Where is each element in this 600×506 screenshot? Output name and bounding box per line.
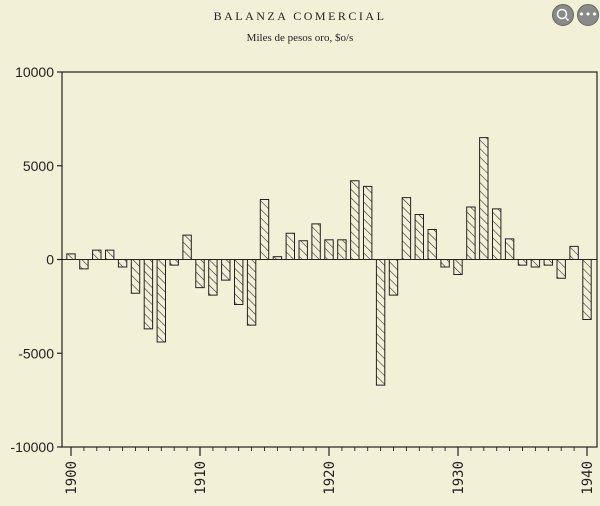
bar bbox=[388, 259, 399, 296]
x-tick-label: 1940 bbox=[580, 461, 596, 495]
bar bbox=[324, 239, 334, 260]
y-tick-label: -10000 bbox=[10, 439, 54, 455]
y-tick-label: 0 bbox=[46, 252, 54, 268]
x-tick-label: 1910 bbox=[193, 461, 209, 495]
bar bbox=[117, 259, 128, 268]
bar bbox=[105, 249, 115, 260]
bar bbox=[375, 259, 386, 386]
chart-subtitle: Miles de pesos oro, $o/s bbox=[246, 32, 354, 44]
bar bbox=[363, 185, 373, 260]
bar bbox=[543, 259, 553, 266]
bars bbox=[66, 137, 592, 386]
tick-labels: 10000 5000 0 -5000 -10000 1900 1910 1920 1930 194… bbox=[10, 64, 596, 495]
bar bbox=[517, 259, 528, 266]
bar bbox=[298, 240, 308, 260]
x-tick-label: 1900 bbox=[64, 461, 80, 495]
bar bbox=[401, 197, 412, 260]
magnifier-icon-graphic bbox=[556, 8, 570, 22]
bar bbox=[582, 259, 592, 320]
bar bbox=[414, 214, 425, 260]
bar bbox=[169, 259, 179, 266]
bar bbox=[569, 245, 579, 260]
bar bbox=[92, 249, 102, 260]
chart-title: BALANZA COMERCIAL bbox=[213, 9, 387, 23]
bar bbox=[311, 223, 321, 260]
y-tick-label: 5000 bbox=[23, 158, 54, 174]
bar bbox=[453, 259, 463, 275]
bar bbox=[259, 199, 270, 260]
y-tick-label: -5000 bbox=[18, 345, 54, 361]
bar bbox=[272, 256, 283, 260]
bar bbox=[246, 259, 257, 326]
bar bbox=[556, 259, 566, 279]
bar bbox=[440, 259, 450, 268]
bar bbox=[66, 253, 76, 260]
bar bbox=[208, 259, 218, 296]
y-tick-label: 10000 bbox=[15, 64, 54, 80]
bar bbox=[156, 259, 167, 343]
x-tick-label: 1920 bbox=[322, 461, 338, 495]
bar bbox=[350, 180, 360, 260]
x-tick-label: 1930 bbox=[451, 461, 467, 495]
bar bbox=[195, 259, 205, 289]
ellipsis-icon[interactable]: ••• bbox=[577, 4, 599, 26]
bar bbox=[479, 137, 489, 260]
bar bbox=[130, 259, 141, 294]
bar bbox=[234, 259, 244, 305]
bar bbox=[427, 229, 437, 260]
bar bbox=[466, 206, 476, 260]
bar bbox=[337, 239, 347, 260]
bar bbox=[530, 259, 541, 268]
bar bbox=[285, 232, 296, 260]
bar bbox=[182, 234, 192, 260]
bar bbox=[79, 259, 89, 270]
bar bbox=[504, 238, 515, 260]
bar bbox=[492, 208, 502, 260]
bar bbox=[143, 259, 154, 330]
magnifier-icon[interactable] bbox=[552, 4, 574, 26]
bar bbox=[221, 259, 231, 281]
